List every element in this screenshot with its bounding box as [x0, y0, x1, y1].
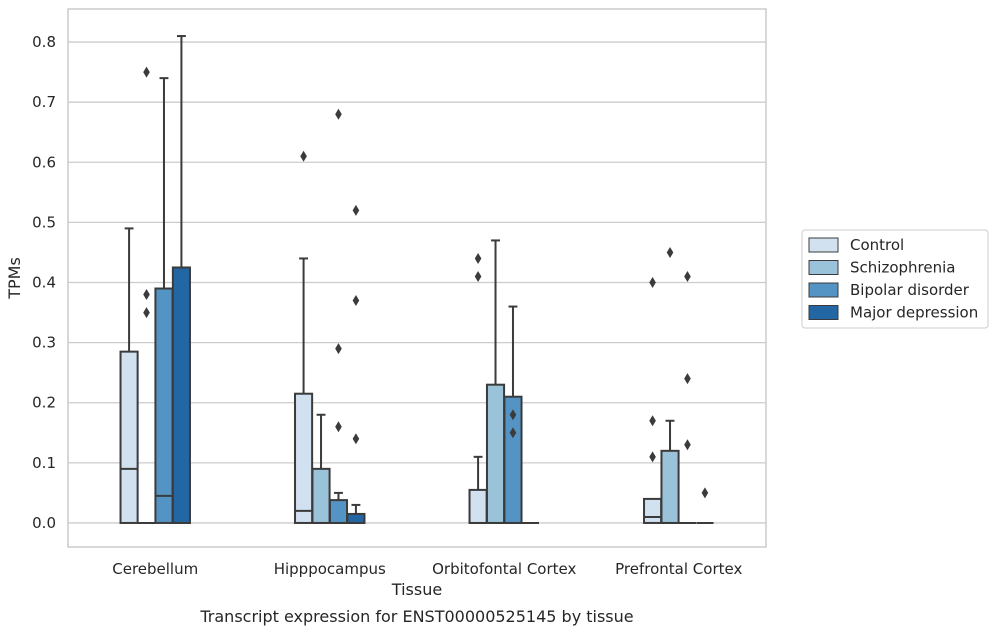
y-tick-label: 0.4: [32, 274, 56, 292]
box-schizophrenia: [137, 66, 156, 524]
legend-swatch: [808, 282, 839, 298]
box-body: [660, 449, 680, 524]
box-body: [311, 467, 331, 524]
x-tick-label: Hipppocampus: [274, 560, 386, 578]
outlier-point: [335, 108, 342, 120]
box-plots: [119, 35, 714, 524]
box-control: [643, 277, 663, 524]
x-tick-label: Cerebellum: [112, 560, 198, 578]
x-tick-label: Prefrontal Cortex: [615, 560, 742, 578]
box-bipolar-disorder: [328, 108, 349, 524]
box-body: [328, 499, 349, 524]
box-control: [294, 150, 314, 524]
legend-swatch: [808, 305, 839, 320]
legend-label: Control: [850, 236, 904, 254]
legend-frame: [801, 229, 989, 329]
outlier-point: [701, 487, 709, 499]
legend-label: Schizophrenia: [850, 259, 955, 277]
x-tick-labels: Cerebellum Hipppocampus Orbitofontal Corte…: [112, 560, 742, 578]
outlier-point: [666, 246, 674, 258]
outlier-point: [143, 289, 150, 301]
outlier-point: [649, 415, 656, 427]
outlier-point: [143, 307, 150, 319]
outlier-point: [684, 439, 691, 451]
outlier-point: [474, 252, 482, 264]
box-body: [643, 497, 663, 524]
box-control: [468, 252, 488, 524]
outlier-point: [352, 295, 360, 307]
legend-swatch: [808, 237, 839, 253]
box-body: [119, 350, 139, 524]
legend: Control Schizophrenia Bipolar disorder Majo…: [801, 229, 989, 329]
box-schizophrenia: [311, 413, 331, 524]
box-body: [485, 383, 506, 524]
box-major-depression: [696, 487, 714, 524]
y-tick-label: 0.3: [32, 334, 56, 352]
legend-label: Bipolar disorder: [850, 281, 970, 299]
outlier-point: [474, 270, 482, 282]
outlier-point: [300, 150, 307, 162]
outlier-point: [509, 409, 517, 421]
y-tick-labels: 0.0 0.1 0.2 0.3 0.4 0.5 0.6 0.7 0.8: [32, 33, 56, 532]
box-body: [154, 287, 174, 524]
outlier-point: [649, 451, 656, 463]
box-body: [468, 488, 488, 524]
y-axis-title: TPMs: [5, 257, 24, 300]
plot-frame: [67, 8, 767, 548]
outlier-point: [143, 66, 150, 78]
outlier-point: [649, 277, 656, 289]
y-tick-label: 0.2: [32, 394, 56, 412]
box-major-depression: [171, 35, 191, 524]
box-major-depression: [346, 204, 366, 524]
x-tick-label: Orbitofontal Cortex: [432, 560, 576, 578]
box-body: [346, 512, 366, 524]
x-axis-title: Tissue: [391, 580, 442, 599]
legend-label: Major depression: [850, 304, 978, 322]
box-bipolar-disorder: [503, 305, 523, 524]
outlier-point: [509, 427, 517, 439]
legend-swatch: [808, 260, 839, 275]
box-body: [294, 392, 314, 524]
outlier-point: [352, 433, 360, 445]
box-control: [119, 227, 139, 524]
chart-caption: Transcript expression for ENST0000052514…: [199, 607, 633, 626]
y-tick-label: 0.5: [32, 213, 56, 231]
y-tick-label: 0.6: [32, 153, 56, 171]
outlier-point: [684, 373, 691, 385]
outlier-point: [335, 421, 342, 433]
y-tick-label: 0.7: [32, 93, 56, 111]
box-bipolar-disorder: [154, 77, 174, 524]
y-tick-label: 0.1: [32, 454, 56, 472]
outlier-point: [684, 270, 691, 282]
box-schizophrenia: [660, 246, 680, 524]
box-bipolar-disorder: [678, 270, 697, 524]
y-tick-label: 0.0: [32, 514, 56, 532]
outlier-point: [335, 343, 342, 355]
outlier-point: [352, 204, 360, 216]
box-body: [171, 266, 191, 524]
y-tick-label: 0.8: [32, 33, 56, 51]
